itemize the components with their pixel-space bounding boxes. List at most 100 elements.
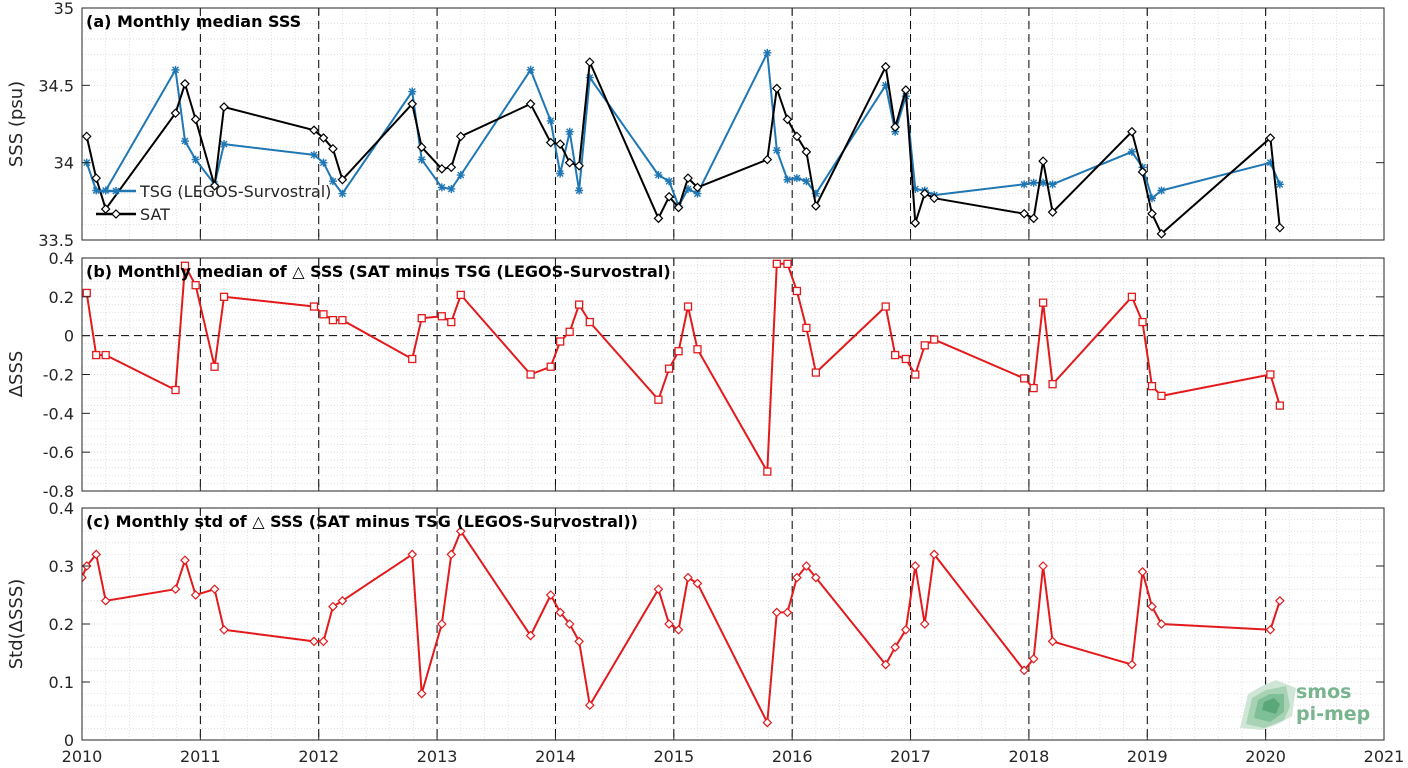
data-point [881,302,890,311]
data-point [337,174,348,185]
data-point [219,102,229,112]
data-point [811,572,821,583]
data-point [1047,207,1058,218]
data-point [575,186,584,195]
data-point [910,218,921,228]
data-point [762,154,773,165]
data-point [763,467,772,476]
data-point [170,584,181,595]
data-point [772,146,781,155]
data-point [91,173,102,183]
data-point [664,619,674,629]
data-point [653,213,664,224]
data-point [437,312,446,321]
data-point [1265,133,1276,143]
x-tick-label: 2010 [62,747,103,766]
data-point [880,61,891,72]
panel-c-title: (c) Monthly std of △ SSS (SAT minus TSG … [86,512,638,531]
data-point [802,177,811,186]
data-point [802,323,811,333]
panel-c-grid [82,508,1384,740]
data-point [1275,401,1284,410]
data-point [654,171,663,180]
data-point [191,281,200,290]
data-point [319,310,328,319]
data-point [1039,178,1048,187]
data-point [585,73,594,82]
data-point [407,549,418,560]
data-point [771,607,782,618]
data-point [180,137,189,146]
data-point [665,177,674,186]
data-point [1020,374,1029,383]
data-point [1157,186,1166,195]
data-point [565,127,574,136]
data-point [1038,156,1048,166]
panel-b-ylabel: ΔSSS [6,351,27,398]
data-point [525,99,536,109]
panel-b-grid [82,258,1384,491]
data-point [673,202,684,213]
y-tick-label: 35 [54,0,74,18]
data-point [901,354,910,364]
data-point [447,317,456,327]
data-point [436,164,447,174]
data-point [1047,636,1058,647]
data-point [1029,383,1038,393]
data-point [684,184,693,193]
data-point [82,131,92,142]
logo-text-smos: smos [1296,681,1351,703]
data-point [555,607,566,618]
data-point [1028,653,1039,664]
data-point [309,302,319,311]
data-point [920,341,929,350]
data-point [92,350,101,360]
panel-b-series [82,259,1284,476]
y-tick-label: 0.1 [49,673,74,692]
data-point [811,201,821,211]
data-point [683,572,693,583]
x-tick-label: 2012 [298,747,339,766]
data-point [1029,178,1038,187]
data-point [417,314,426,323]
data-point [191,155,200,164]
y-tick-label: -0.2 [43,366,74,385]
data-point [564,157,575,168]
data-point [880,659,891,670]
data-point [82,572,87,583]
data-point [771,83,782,94]
data-point [811,189,820,198]
logo-text-pimep: pi-mep [1296,703,1370,725]
data-point [447,184,456,193]
data-point [318,133,329,143]
panel-a-title: (a) Monthly median SSS [86,12,301,31]
data-point [210,362,219,371]
data-point [82,288,91,298]
data-point [1266,158,1275,167]
data-point [446,162,457,173]
data-point [1038,298,1048,307]
data-point [683,173,693,183]
data-point [693,189,702,198]
data-point [782,114,793,125]
y-tick-label: 0 [64,731,74,750]
panel-a-ylabel: SSS (psu) [6,81,27,167]
data-point [91,549,102,560]
data-point [1266,370,1275,379]
data-point [180,261,190,270]
panel-a-series [82,48,1285,239]
data-point [1127,126,1137,137]
data-point [328,143,338,154]
data-point [1148,194,1157,203]
data-point [692,578,703,589]
data-point [1020,180,1029,189]
y-tick-label: 33.5 [38,231,74,250]
legend-entry-sat: SAT [96,205,170,224]
data-point [338,189,347,198]
data-point [1048,180,1057,189]
data-point [900,85,911,95]
panel-c-axes: 0 0.1 0.2 0.3 0.4 2010 2011 2012 2013 2014 2015 201… [49,499,1405,766]
data-point [328,601,338,612]
data-point [1274,595,1285,606]
data-point [101,350,110,360]
